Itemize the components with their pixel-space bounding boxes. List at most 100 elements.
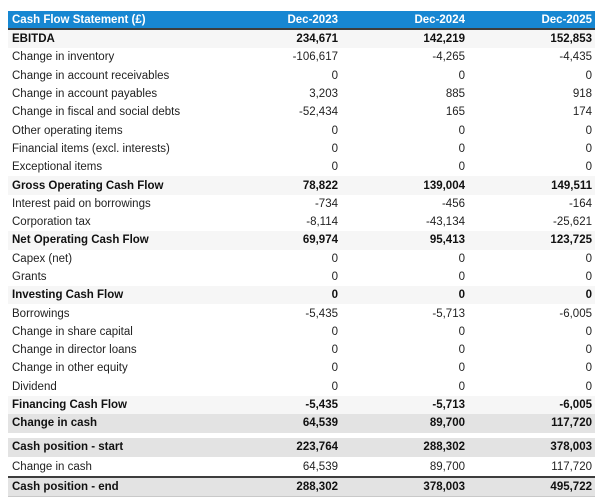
row-value: -5,713 (432, 307, 465, 320)
row-value: -4,265 (432, 51, 465, 64)
row-value: -25,621 (552, 216, 592, 229)
row-value: 0 (331, 252, 338, 265)
row-value: -6,005 (559, 307, 592, 320)
row-value: 3,203 (309, 88, 338, 101)
table-row: Change in director loans 0 0 0 (8, 341, 595, 360)
cash-position-section: Cash position - start 223,764 288,302 378,0… (8, 437, 595, 497)
table-row: Net Operating Cash Flow 69,974 95,413 123,7… (8, 231, 595, 250)
table-header: Cash Flow Statement (£) Dec-2023 Dec-202… (8, 11, 595, 30)
row-value: 0 (585, 271, 592, 283)
row-value: -5,435 (305, 307, 338, 320)
row-label: Cash position - start (12, 441, 124, 454)
row-value: 0 (331, 344, 338, 357)
row-value: 495,722 (550, 481, 592, 493)
row-value: 0 (331, 69, 338, 82)
table-row: Change in cash 64,539 89,700 117,720 (8, 414, 595, 433)
table-row: Cash position - end 288,302 378,003 495,722 (8, 476, 595, 496)
row-value: 378,003 (550, 441, 592, 454)
table-row: Change in account receivables 0 0 0 (8, 66, 595, 85)
row-value: 123,725 (550, 234, 592, 247)
table-row: Capex (net) 0 0 0 (8, 249, 595, 268)
row-value: -43,134 (425, 216, 465, 229)
table-row: Exceptional items 0 0 0 (8, 158, 595, 177)
main-section: EBITDA 234,671 142,219 152,853 Change in inv… (8, 30, 595, 433)
row-label: Change in inventory (12, 51, 115, 64)
row-value: -456 (441, 197, 465, 210)
row-value: 378,003 (423, 481, 465, 493)
row-label: Net Operating Cash Flow (12, 234, 149, 247)
table-row: Financial items (excl. interests) 0 0 0 (8, 139, 595, 159)
row-value: 0 (458, 271, 465, 283)
row-label: Dividend (12, 380, 57, 393)
row-value: -5,435 (305, 399, 338, 412)
row-value: 69,974 (302, 234, 338, 247)
row-value: -4,435 (559, 51, 592, 64)
row-label: Change in share capital (12, 325, 133, 338)
row-value: 149,511 (551, 179, 592, 192)
row-value: -106,617 (292, 51, 338, 64)
row-value: 0 (458, 344, 465, 357)
row-label: Change in director loans (12, 344, 137, 357)
table-row: Borrowings -5,435 -5,713 -6,005 (8, 304, 595, 323)
row-value: 0 (458, 252, 465, 265)
row-value: 885 (445, 88, 465, 101)
row-label: Change in cash (12, 417, 97, 430)
row-label: Corporation tax (12, 216, 91, 229)
table-row: Gross Operating Cash Flow 78,822 139,004 14… (8, 176, 595, 195)
row-value: 0 (331, 161, 338, 174)
row-value: -734 (314, 197, 338, 210)
row-label: Capex (net) (12, 252, 73, 265)
row-value: 89,700 (429, 417, 465, 430)
row-value: 288,302 (296, 481, 338, 493)
row-value: 117,720 (551, 417, 592, 430)
row-value: 0 (458, 161, 465, 174)
row-label: Other operating items (12, 124, 123, 137)
row-value: 0 (585, 362, 592, 375)
row-value: 0 (585, 124, 592, 137)
row-value: 78,822 (302, 179, 338, 192)
table-row: Change in inventory -106,617 -4,265 -4,435 (8, 48, 595, 67)
row-label: Financing Cash Flow (12, 399, 128, 412)
table-title: Cash Flow Statement (£) (12, 13, 146, 26)
table-row: Change in share capital 0 0 0 (8, 322, 595, 342)
row-value: 0 (458, 380, 465, 393)
row-value: 0 (331, 325, 338, 338)
row-value: 0 (458, 362, 465, 375)
row-value: 918 (572, 88, 592, 101)
row-label: Cash position - end (12, 481, 119, 493)
row-value: 0 (585, 161, 592, 174)
row-label: Change in fiscal and social debts (12, 106, 181, 119)
table-row: Grants 0 0 0 (8, 267, 595, 287)
column-header-dec-2024: Dec-2024 (414, 13, 465, 26)
row-value: 0 (585, 289, 592, 302)
row-value: 223,764 (296, 441, 338, 454)
column-header-dec-2025: Dec-2025 (541, 13, 592, 26)
row-value: -164 (568, 197, 592, 210)
row-value: 165 (445, 106, 465, 119)
table-row: Change in cash 64,539 89,700 117,720 (8, 456, 595, 477)
row-value: 142,219 (423, 33, 465, 46)
row-value: -52,434 (298, 106, 338, 119)
row-value: 0 (458, 124, 465, 137)
row-label: Financial items (excl. interests) (12, 142, 170, 155)
table-row: Change in account payables 3,203 885 918 (8, 84, 595, 104)
row-value: 139,004 (423, 179, 465, 192)
table-row: EBITDA 234,671 142,219 152,853 (8, 30, 595, 49)
table-row: Other operating items 0 0 0 (8, 121, 595, 140)
table-row: Cash position - start 223,764 288,302 378,0… (8, 437, 595, 457)
table-row: Change in other equity 0 0 0 (8, 359, 595, 378)
row-value: 0 (331, 362, 338, 375)
table-row: Interest paid on borrowings -734 -456 -164 (8, 194, 595, 213)
row-value: 174 (572, 106, 592, 119)
section-divider (8, 432, 595, 438)
row-label: Investing Cash Flow (12, 289, 124, 302)
column-header-dec-2023: Dec-2023 (287, 13, 338, 26)
row-value: 0 (585, 380, 592, 393)
row-value: 0 (458, 289, 465, 302)
row-label: Change in account receivables (12, 69, 170, 82)
row-value: 0 (331, 380, 338, 393)
row-value: -6,005 (559, 399, 592, 412)
row-value: 0 (458, 325, 465, 338)
row-value: 89,700 (429, 460, 465, 473)
row-label: Interest paid on borrowings (12, 197, 151, 210)
